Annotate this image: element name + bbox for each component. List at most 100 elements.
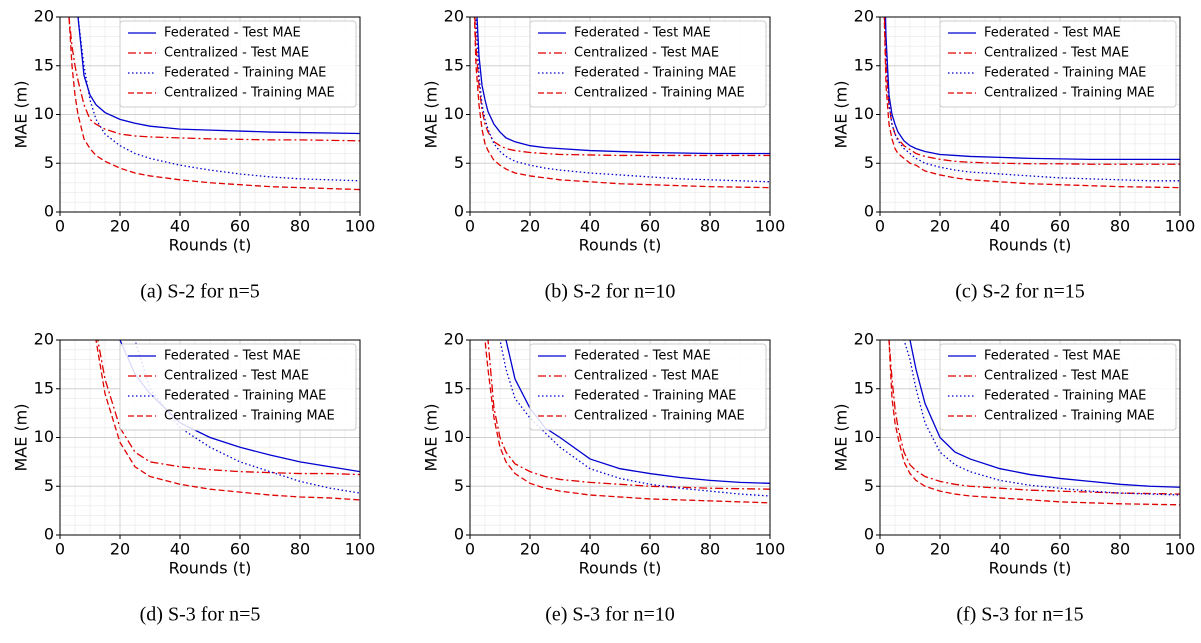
y-tick-label: 10 <box>854 104 874 123</box>
plot-frame <box>59 339 361 536</box>
legend-label: Centralized - Training MAE <box>164 409 335 424</box>
legend-label: Centralized - Test MAE <box>164 369 309 384</box>
y-axis-label: MAE (m) <box>832 403 851 471</box>
y-axis-label: MAE (m) <box>422 80 441 148</box>
series-line <box>119 340 360 473</box>
y-tick-label: 10 <box>34 104 54 123</box>
legend-label: Centralized - Training MAE <box>574 86 745 101</box>
x-axis-label: Rounds (t) <box>989 559 1072 578</box>
series-line <box>484 340 770 504</box>
y-tick-label: 0 <box>864 525 874 544</box>
y-tick-label: 20 <box>34 330 54 349</box>
series-line <box>883 17 1180 189</box>
legend-label: Centralized - Training MAE <box>574 409 745 424</box>
caption: (c) S-2 for n=15 <box>955 281 1085 303</box>
legend-box <box>529 343 767 431</box>
x-tick-label: 20 <box>520 217 540 236</box>
series-line <box>77 17 360 182</box>
x-tick-label: 60 <box>230 540 250 559</box>
legend-box <box>119 343 357 431</box>
x-tick-label: 40 <box>170 540 190 559</box>
plot-frame <box>879 16 1181 213</box>
series-line <box>476 17 770 155</box>
series-line <box>68 17 360 142</box>
legend-box <box>529 20 767 108</box>
legend-label: Federated - Test MAE <box>984 349 1121 364</box>
y-tick-label: 10 <box>444 427 464 446</box>
legend-label: Centralized - Test MAE <box>164 46 309 61</box>
legend-label: Federated - Test MAE <box>164 26 301 41</box>
y-tick-label: 15 <box>34 378 54 397</box>
y-tick-label: 15 <box>854 378 874 397</box>
x-tick-label: 60 <box>640 540 660 559</box>
series-line <box>499 340 770 497</box>
series-line <box>474 17 770 157</box>
y-tick-label: 20 <box>854 7 874 26</box>
legend-box <box>939 20 1177 108</box>
series-line <box>97 340 360 476</box>
x-tick-label: 80 <box>1110 540 1130 559</box>
y-tick-label: 20 <box>444 7 464 26</box>
x-tick-label: 0 <box>55 217 65 236</box>
legend-label: Federated - Test MAE <box>164 349 301 364</box>
y-tick-label: 5 <box>44 153 54 172</box>
y-axis-label: MAE (m) <box>422 403 441 471</box>
x-tick-label: 60 <box>230 217 250 236</box>
y-tick-label: 15 <box>444 378 464 397</box>
legend: Federated - Test MAE Centralized - Test M… <box>529 20 767 108</box>
x-tick-label: 100 <box>1165 540 1196 559</box>
series-line <box>77 17 360 135</box>
x-tick-label: 20 <box>930 540 950 559</box>
legend-label: Federated - Training MAE <box>574 66 736 81</box>
legend-label: Centralized - Test MAE <box>984 46 1129 61</box>
legend-label: Centralized - Training MAE <box>984 86 1155 101</box>
legend-label: Federated - Test MAE <box>574 349 711 364</box>
x-tick-label: 80 <box>290 217 310 236</box>
series-line <box>888 340 1180 506</box>
y-axis-label: MAE (m) <box>832 80 851 148</box>
x-tick-label: 60 <box>1050 540 1070 559</box>
x-tick-label: 0 <box>55 540 65 559</box>
caption: (a) S-2 for n=5 <box>140 281 260 303</box>
x-tick-label: 20 <box>110 540 130 559</box>
caption: (d) S-3 for n=5 <box>140 604 261 626</box>
series-line <box>505 340 770 484</box>
y-tick-label: 5 <box>454 153 464 172</box>
y-tick-label: 20 <box>34 7 54 26</box>
series-line <box>909 340 1180 488</box>
x-axis-label: Rounds (t) <box>989 236 1072 255</box>
series-line <box>95 340 360 501</box>
chart-panel: 0 20 40 60 80 100 0 5 10 15 20 Rounds (t) MAE (m) (d)… <box>12 330 376 626</box>
legend-label: Centralized - Training MAE <box>164 86 335 101</box>
x-tick-label: 20 <box>520 540 540 559</box>
plot-frame <box>469 339 771 536</box>
x-tick-label: 40 <box>990 217 1010 236</box>
plot-frame <box>469 16 771 213</box>
legend-label: Federated - Training MAE <box>984 389 1146 404</box>
y-tick-label: 0 <box>864 202 874 221</box>
y-tick-label: 20 <box>444 330 464 349</box>
legend-label: Federated - Training MAE <box>164 66 326 81</box>
legend-label: Centralized - Test MAE <box>574 369 719 384</box>
x-tick-label: 80 <box>700 540 720 559</box>
legend-label: Centralized - Training MAE <box>984 409 1155 424</box>
x-tick-label: 80 <box>1110 217 1130 236</box>
x-tick-label: 40 <box>580 540 600 559</box>
y-tick-label: 15 <box>34 55 54 74</box>
series-line <box>68 17 360 191</box>
y-tick-label: 5 <box>864 153 874 172</box>
series-line <box>888 340 1180 495</box>
series-line <box>883 17 1180 165</box>
legend-label: Federated - Test MAE <box>574 26 711 41</box>
x-axis-label: Rounds (t) <box>169 236 252 255</box>
legend-label: Federated - Test MAE <box>984 26 1121 41</box>
y-tick-label: 20 <box>854 330 874 349</box>
legend-label: Centralized - Test MAE <box>574 46 719 61</box>
y-tick-label: 0 <box>44 525 54 544</box>
legend-box <box>119 20 357 108</box>
y-tick-label: 0 <box>454 202 464 221</box>
x-tick-label: 20 <box>110 217 130 236</box>
legend: Federated - Test MAE Centralized - Test M… <box>939 343 1177 431</box>
